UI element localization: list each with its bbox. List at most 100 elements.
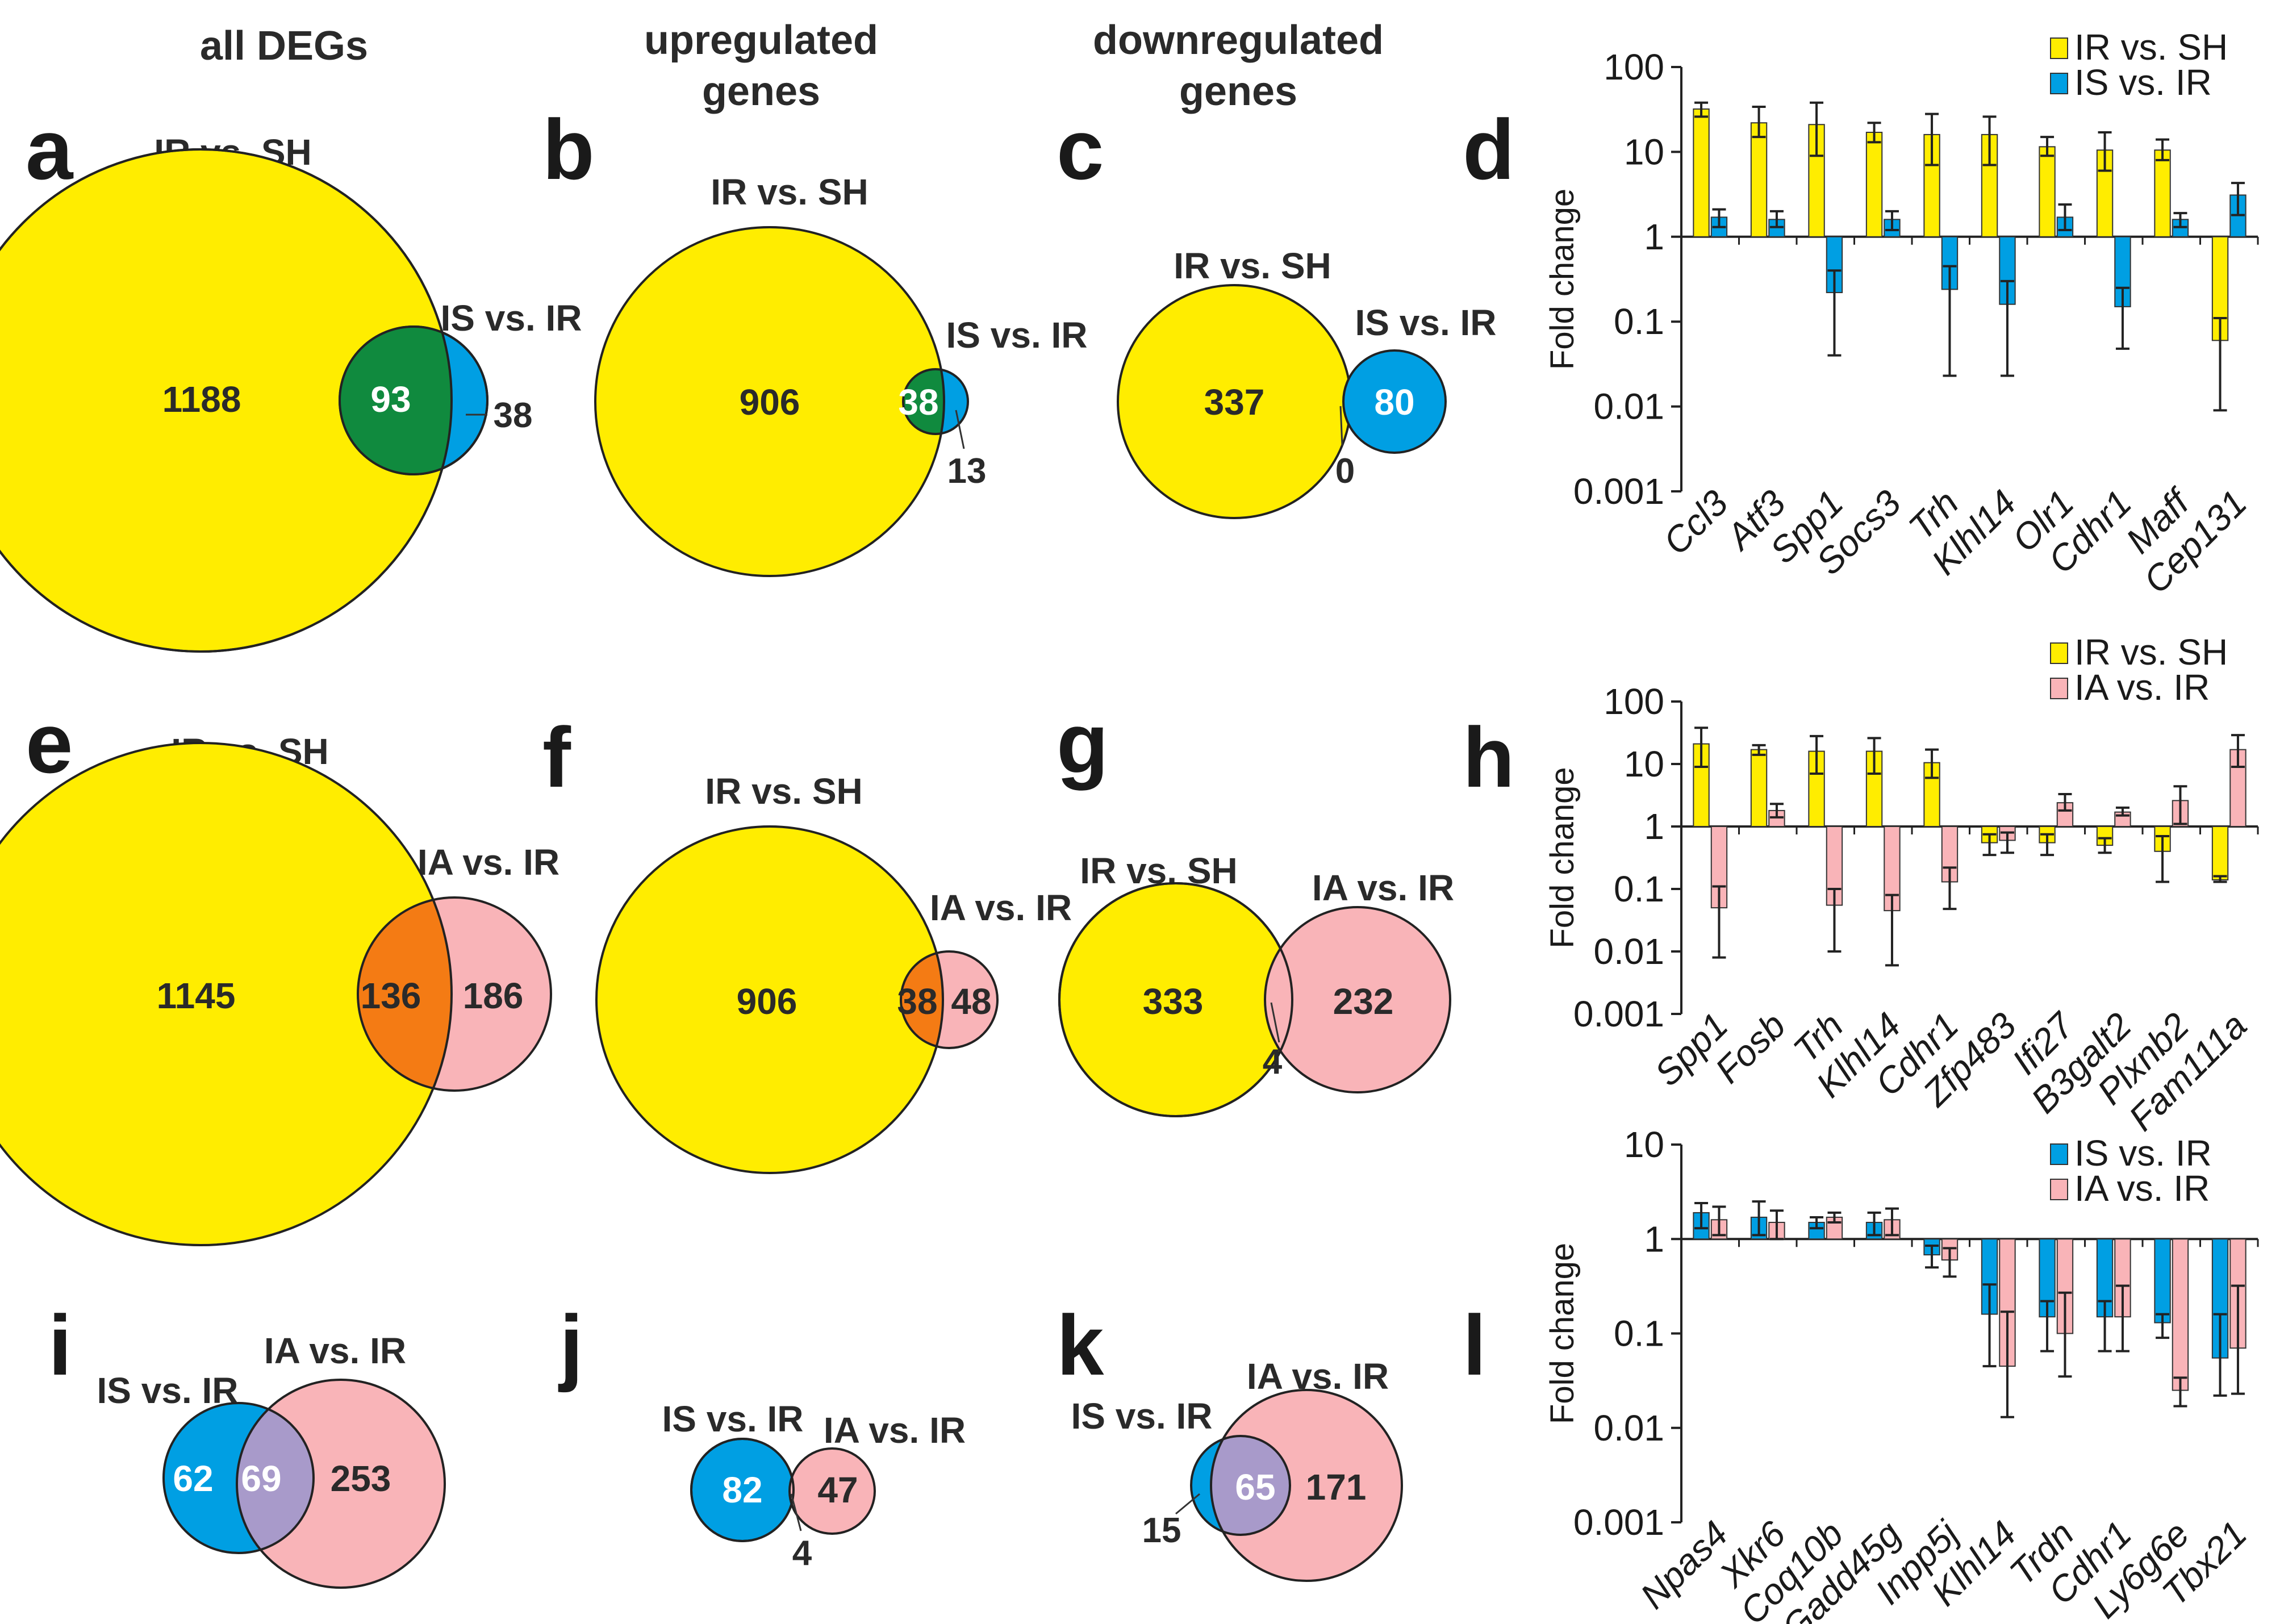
venn-e-count-only-set1: 1145: [157, 975, 236, 1016]
y-tick-label-l: 0.01: [1593, 1408, 1664, 1448]
y-tick-label-d: 0.01: [1593, 386, 1664, 427]
venn-panel-f: f IR vs. SH IA vs. IR 906 38 48: [542, 709, 1072, 1174]
venn-f-circle-ir-vs-sh: [596, 826, 943, 1173]
venn-f-overlap: [901, 951, 943, 1048]
venn-k-outline-1: [1190, 1435, 1291, 1536]
venn-k-circle-ia-vs-ir: [1211, 1390, 1402, 1581]
venn-j-circle-ia-vs-ir: [788, 1447, 876, 1535]
column-header-upregulated-line2: genes: [702, 69, 820, 114]
venn-j-count-overlap: 4: [792, 1534, 812, 1573]
y-axis-title-l: Fold change: [1544, 1243, 1581, 1424]
legend-swatch-h: [2050, 678, 2068, 699]
bar-l-isvsir-ly6g6e: [2154, 1238, 2171, 1324]
y-tick-label-d: 100: [1604, 47, 1664, 87]
venn-i-count-only-set1: 62: [173, 1458, 213, 1499]
venn-e-circle-ir-vs-sh: [0, 743, 452, 1245]
legend-swatch-d: [2050, 37, 2068, 59]
venn-j-leader-line: [790, 1493, 802, 1531]
venn-f-count-overlap: 38: [897, 981, 937, 1022]
venn-panel-b: b IR vs. SH IS vs. IR 906 38 13: [542, 102, 1088, 577]
venn-a-count-overlap: 93: [370, 379, 411, 420]
panel-letter-k: k: [1057, 1297, 1104, 1393]
venn-e-overlap: [358, 897, 452, 1091]
panel-letter-c: c: [1057, 102, 1104, 197]
y-tick-label-l: 1: [1644, 1218, 1664, 1259]
venn-k-leader-line: [1175, 1493, 1200, 1515]
y-tick-label-d: 1: [1644, 216, 1664, 257]
venn-e-outline-1: [0, 742, 453, 1246]
venn-e-outline-2: [357, 896, 552, 1092]
venn-e-set2-label: IA vs. IR: [417, 842, 559, 883]
bar-d-irvssh-olr1: [2039, 146, 2056, 237]
panel-letter-g: g: [1057, 695, 1109, 791]
venn-panel-g: g IR vs. SH IA vs. IR 333 232 4: [1057, 695, 1454, 1117]
venn-f-set1-label: IR vs. SH: [705, 771, 862, 812]
venn-j-count-only-set2: 47: [817, 1469, 858, 1510]
venn-b-set2-label: IS vs. IR: [946, 315, 1088, 356]
legend-label-h: IR vs. SH: [2074, 632, 2228, 673]
venn-f-count-only-set1: 906: [737, 981, 797, 1022]
venn-j-count-only-set1: 82: [722, 1469, 762, 1510]
y-tick-label-d: 0.001: [1573, 471, 1664, 512]
venn-b-overlap: [903, 369, 944, 434]
y-tick-label-h: 0.01: [1593, 931, 1664, 972]
venn-g-circle-ia-vs-ir: [1264, 906, 1451, 1093]
venn-c-count-only-set1: 337: [1204, 382, 1265, 423]
legend-swatch-d: [2050, 73, 2068, 94]
bar-h-irvssh-fam111a: [2211, 826, 2229, 880]
legend-swatch-h: [2050, 642, 2068, 664]
venn-i-count-only-set2: 253: [331, 1458, 391, 1499]
y-tick-label-h: 100: [1604, 681, 1664, 722]
venn-i-set2-label: IA vs. IR: [264, 1330, 406, 1371]
venn-c-circle-is-vs-ir: [1342, 349, 1447, 454]
panel-letter-l: l: [1463, 1297, 1487, 1393]
y-tick-label-l: 0.001: [1573, 1502, 1664, 1543]
y-tick-label-h: 1: [1644, 806, 1664, 847]
venn-b-count-only-set1: 906: [740, 382, 800, 423]
venn-k-count-only-set1: 15: [1142, 1511, 1181, 1550]
venn-e-count-overlap: 136: [361, 975, 421, 1016]
legend-swatch-l: [2050, 1179, 2068, 1200]
bar-l-iavsir-klhl14: [1999, 1238, 2016, 1367]
panel-letter-j: j: [558, 1297, 583, 1393]
panel-letter-a: a: [26, 102, 74, 197]
venn-b-leader-line: [955, 410, 965, 449]
bar-d-irvssh-atf3: [1750, 122, 1768, 237]
panel-letter-b: b: [542, 102, 595, 197]
panel-letter-d: d: [1463, 102, 1515, 197]
venn-b-circle-ir-vs-sh: [595, 227, 944, 576]
legend-label-l: IA vs. IR: [2074, 1168, 2210, 1209]
venn-f-outline-2: [900, 950, 999, 1049]
venn-c-set1-label: IR vs. SH: [1174, 245, 1331, 286]
venn-panel-c: c IR vs. SH IS vs. IR 337 80 0: [1057, 102, 1497, 519]
venn-c-set2-label: IS vs. IR: [1355, 302, 1497, 343]
venn-a-count-only-set2: 38: [494, 396, 533, 435]
venn-panel-e: e IR vs. SH IA vs. IR 1145 136 186: [0, 695, 559, 1246]
venn-k-count-overlap: 65: [1235, 1467, 1275, 1508]
venn-j-set1-label: IS vs. IR: [662, 1398, 804, 1439]
y-tick-label-l: 10: [1624, 1124, 1664, 1165]
venn-panel-i: i IS vs. IR IA vs. IR 62 69 253: [48, 1297, 446, 1589]
bar-d-irvssh-cep131: [2211, 236, 2229, 341]
venn-g-set2-label: IA vs. IR: [1312, 867, 1454, 908]
y-tick-label-d: 0.1: [1614, 301, 1664, 342]
venn-i-outline-1: [162, 1402, 315, 1554]
venn-b-count-only-set2: 13: [947, 452, 987, 491]
venn-f-count-only-set2: 48: [951, 981, 991, 1022]
y-tick-label-d: 10: [1624, 131, 1664, 172]
legend-label-d: IS vs. IR: [2074, 62, 2212, 103]
venn-a-outline-1: [0, 148, 453, 653]
panel-letter-h: h: [1463, 709, 1515, 805]
venn-b-outline-2: [902, 368, 969, 435]
bar-h-irvssh-fosb: [1750, 749, 1768, 828]
legend-label-d: IR vs. SH: [2074, 27, 2228, 68]
y-axis-title-d: Fold change: [1544, 189, 1581, 370]
y-tick-label-h: 10: [1624, 744, 1664, 784]
venn-g-count-overlap: 4: [1263, 1042, 1283, 1082]
bar-l-iavsir-ly6g6e: [2172, 1238, 2189, 1391]
column-header-upregulated-line1: upregulated: [644, 18, 878, 63]
bar-h-iavsir-klhl14: [1884, 826, 1901, 912]
